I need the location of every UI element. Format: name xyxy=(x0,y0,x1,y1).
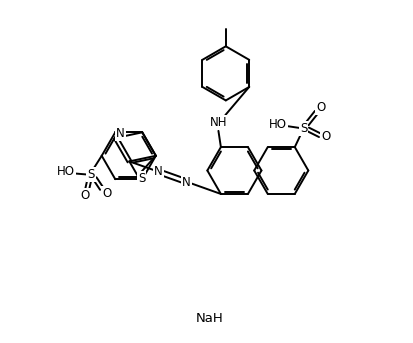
Text: NaH: NaH xyxy=(196,311,224,324)
Text: S: S xyxy=(300,122,307,135)
Text: NH: NH xyxy=(210,116,227,129)
Text: O: O xyxy=(321,130,330,143)
Text: O: O xyxy=(316,101,325,114)
Text: N: N xyxy=(154,165,163,178)
Text: O: O xyxy=(102,187,111,200)
Text: HO: HO xyxy=(269,118,287,131)
Text: S: S xyxy=(87,168,95,181)
Text: N: N xyxy=(182,176,191,189)
Text: HO: HO xyxy=(57,165,75,178)
Text: S: S xyxy=(138,172,145,185)
Text: N: N xyxy=(116,127,125,140)
Text: O: O xyxy=(81,189,90,202)
